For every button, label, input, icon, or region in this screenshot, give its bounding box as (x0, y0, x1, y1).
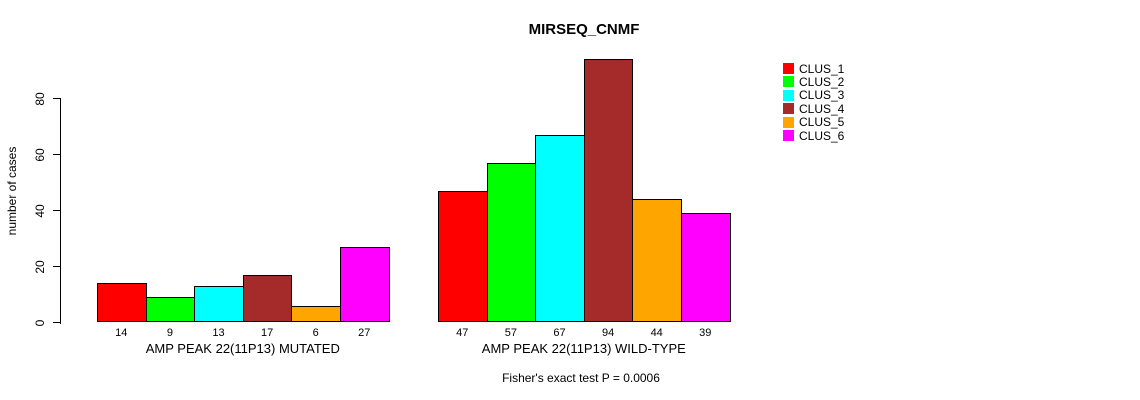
y-axis-tick (52, 153, 61, 156)
legend-swatch-clus_4 (783, 103, 794, 115)
bar-value-label: 47 (456, 326, 469, 339)
fisher-test-annotation: Fisher's exact test P = 0.0006 (502, 371, 660, 385)
group-label: AMP PEAK 22(11P13) WILD-TYPE (481, 341, 686, 356)
bar-value-label: 17 (260, 326, 274, 339)
legend-label: CLUS_1 (799, 61, 845, 76)
bar-clus_5 (632, 199, 682, 323)
group-label: AMP PEAK 22(11P13) MUTATED (145, 341, 340, 356)
y-axis-tick-label: 40 (33, 203, 47, 218)
legend-swatch-clus_3 (783, 89, 794, 101)
bar-clus_6 (340, 246, 390, 323)
bar-value-label: 13 (212, 326, 225, 339)
legend-swatch-clus_5 (783, 116, 794, 128)
bar-clus_3 (535, 134, 585, 323)
y-axis-tick (52, 97, 61, 100)
bar-clus_4 (242, 274, 293, 323)
legend-label: CLUS_3 (799, 88, 845, 103)
legend-swatch-clus_1 (783, 63, 794, 74)
bar-clus_3 (194, 286, 244, 323)
legend-label: CLUS_5 (799, 115, 845, 130)
y-axis-line (60, 98, 62, 324)
legend-swatch-clus_6 (783, 130, 794, 141)
bar-value-label: 39 (699, 326, 712, 339)
bar-clus_2 (145, 297, 196, 323)
legend-swatch-clus_2 (783, 76, 794, 88)
y-axis-tick-label: 0 (33, 319, 47, 326)
bar-value-label: 44 (650, 326, 663, 339)
bar-clus_1 (97, 283, 147, 323)
y-axis-tick (52, 321, 61, 324)
bar-clus_2 (486, 162, 537, 323)
legend-label: CLUS_4 (799, 101, 845, 116)
bar-clus_5 (291, 305, 341, 323)
bar-value-label: 27 (358, 326, 371, 339)
legend-label: CLUS_6 (799, 128, 845, 143)
y-axis-tick (52, 209, 61, 212)
y-axis-tick-label: 80 (33, 91, 47, 106)
bar-value-label: 94 (601, 326, 615, 339)
bar-value-label: 57 (504, 326, 518, 339)
bar-clus_6 (681, 213, 731, 323)
y-axis-tick-label: 20 (33, 259, 47, 274)
bar-value-label: 9 (166, 326, 173, 339)
chart-title: MIRSEQ_CNMF (528, 21, 640, 38)
y-axis-tick-label: 60 (33, 147, 47, 162)
bar-value-label: 6 (312, 326, 319, 339)
bar-value-label: 14 (115, 326, 128, 339)
legend-label: CLUS_2 (799, 74, 845, 89)
bar-clus_4 (583, 59, 634, 323)
y-axis-tick (52, 265, 61, 268)
bar-clus_1 (438, 190, 488, 323)
bar-value-label: 67 (553, 326, 566, 339)
y-axis-label: number of cases (5, 146, 19, 236)
